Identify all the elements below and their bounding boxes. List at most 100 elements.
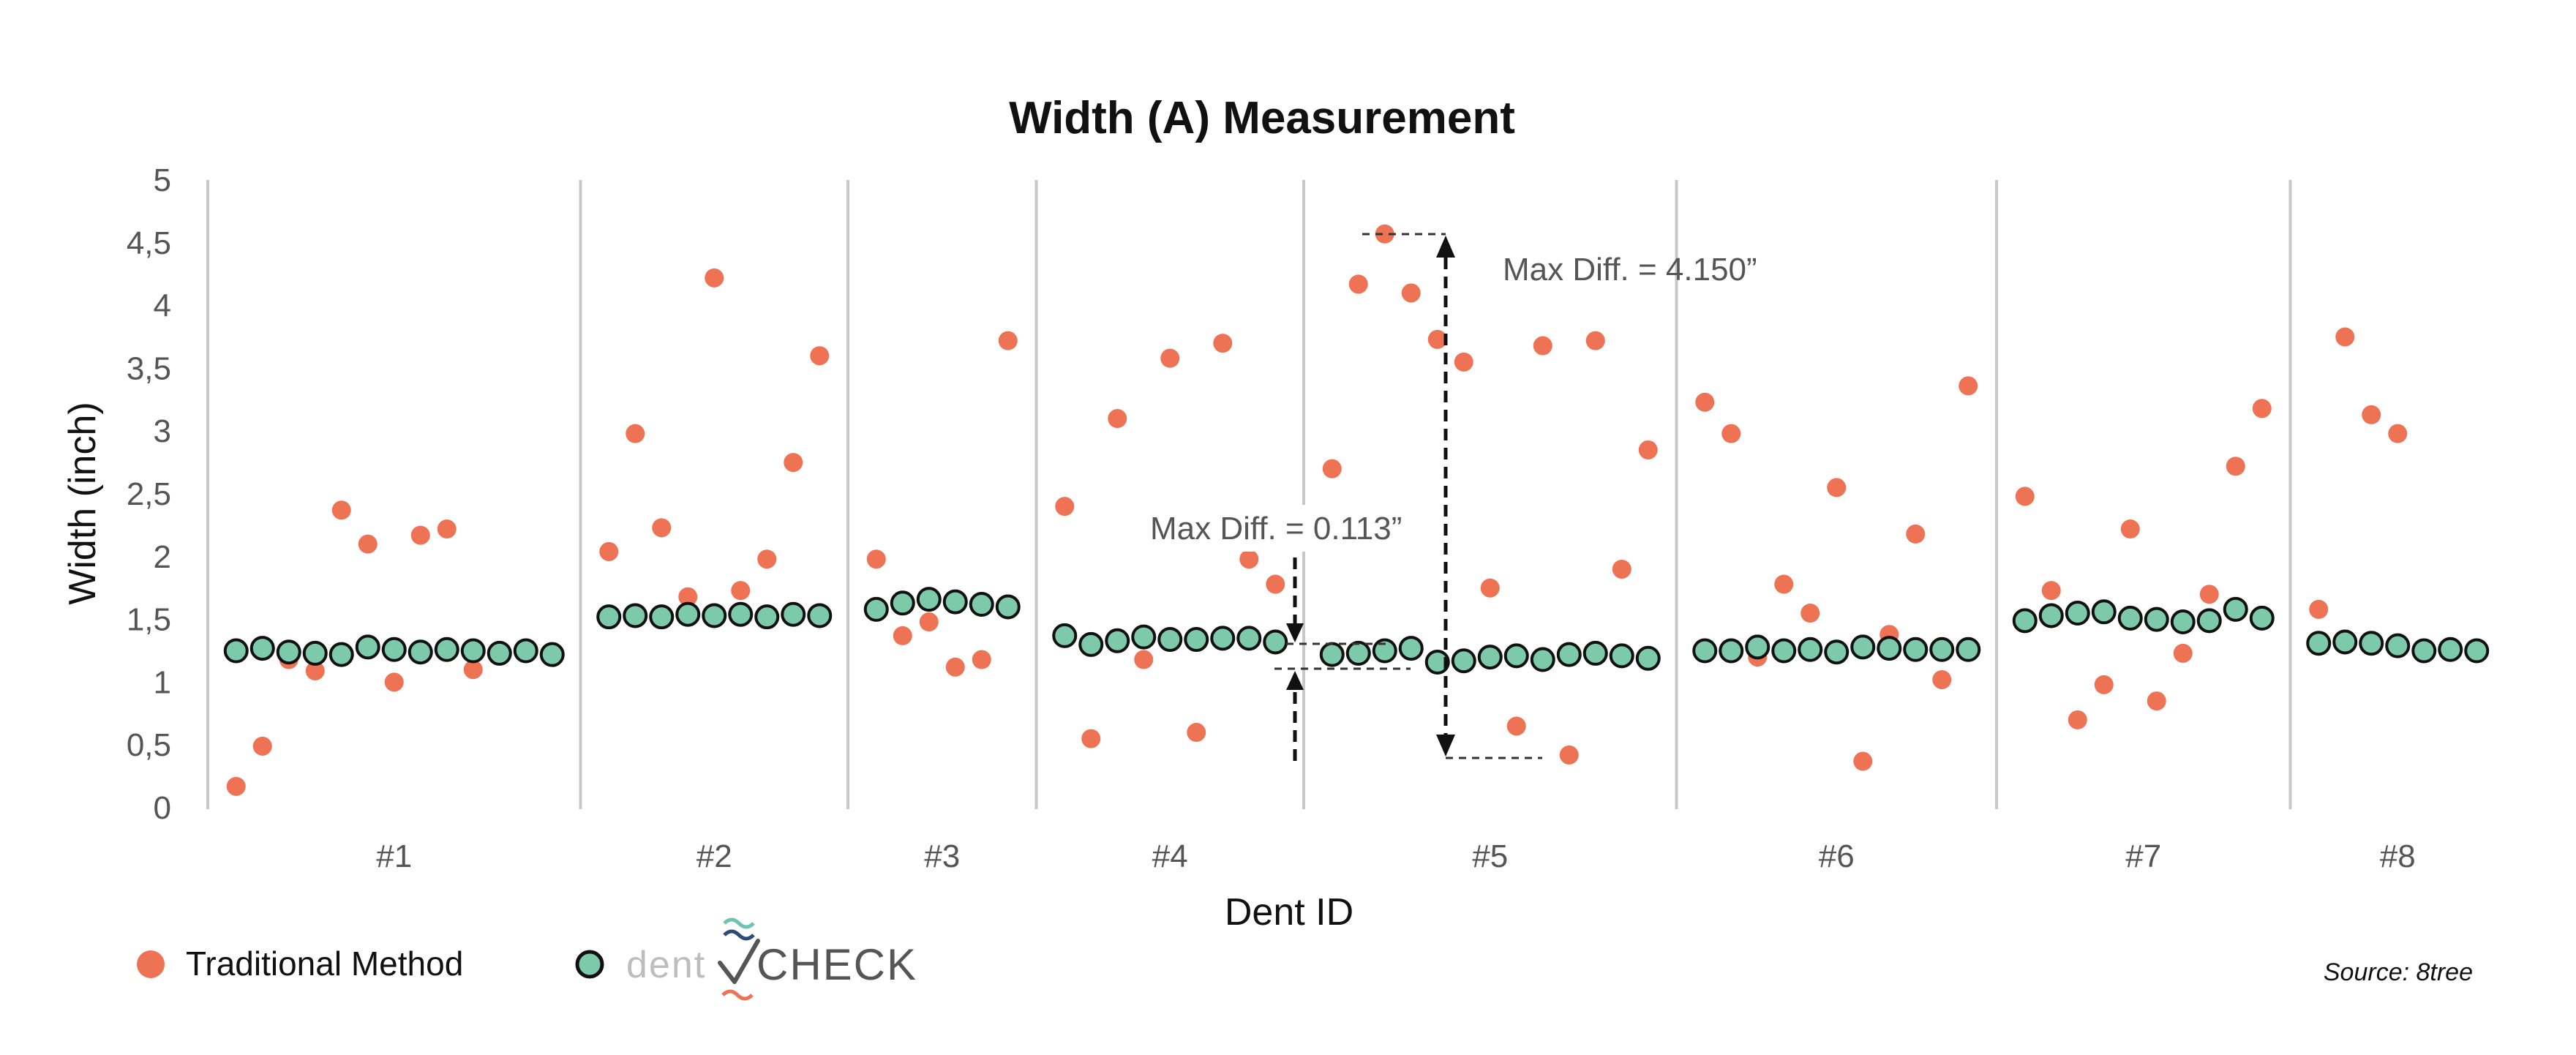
traditional-point: [1800, 604, 1820, 623]
traditional-point: [1213, 334, 1233, 353]
annotation-dent4-label: Max Diff. = 0.113”: [1150, 511, 1402, 547]
dentcheck-point: [1157, 627, 1183, 653]
dentcheck-point: [2464, 638, 2490, 664]
traditional-point: [599, 541, 619, 561]
dentcheck-point: [2196, 608, 2222, 634]
legend-traditional-label: Traditional Method: [186, 945, 463, 983]
traditional-point: [1266, 574, 1285, 594]
dentcheck-point: [623, 603, 648, 628]
dentcheck-point: [2306, 631, 2332, 656]
annotation-dent4-arrowhead-down: [1286, 623, 1304, 642]
traditional-point: [331, 500, 351, 520]
traditional-point: [1427, 329, 1447, 349]
traditional-point: [1853, 751, 1873, 771]
dentcheck-point: [2091, 599, 2117, 625]
traditional-point: [1585, 331, 1605, 350]
traditional-point: [2120, 519, 2140, 539]
x-axis-label: Dent ID: [1225, 891, 1353, 934]
dentcheck-point: [2012, 608, 2038, 634]
dentcheck-point: [223, 638, 249, 664]
annotation-dent4-bg: [1143, 505, 1444, 552]
traditional-point: [2335, 327, 2355, 347]
y-tick-label: 0,5: [127, 727, 171, 763]
dentcheck-point: [1345, 640, 1371, 666]
y-tick-label: 1,5: [127, 602, 171, 638]
dentcheck-point: [1824, 639, 1850, 665]
dentcheck-point: [1850, 634, 1876, 660]
traditional-point: [2094, 675, 2114, 694]
traditional-point: [998, 331, 1018, 350]
y-tick-label: 2,5: [127, 476, 171, 512]
traditional-point: [1239, 549, 1259, 569]
traditional-point: [652, 518, 672, 538]
annotation-dent5-arrowhead-up: [1436, 236, 1455, 258]
dentcheck-point: [1609, 643, 1634, 669]
annotation-dent4-arrowhead-up: [1286, 671, 1304, 690]
dentcheck-point: [487, 640, 512, 666]
traditional-point: [626, 424, 645, 443]
traditional-point: [1187, 723, 1206, 743]
category-separators: [206, 180, 2292, 809]
annotation-dent4: Max Diff. = 0.113”: [1143, 505, 1444, 761]
logo-checkmark-icon: [718, 939, 760, 984]
dentcheck-point: [1105, 628, 1130, 653]
logo-check-word: CHECK: [756, 940, 917, 989]
traditional-point: [2362, 405, 2381, 424]
dentcheck-point: [2411, 638, 2437, 664]
dentcheck-point: [513, 638, 538, 664]
dentcheck-point: [1131, 624, 1157, 650]
traditional-point: [972, 650, 991, 669]
x-category-label: #1: [376, 838, 412, 874]
traditional-point: [1081, 729, 1101, 748]
y-tick-label: 3: [154, 413, 171, 449]
dentcheck-point: [890, 590, 915, 616]
legend-dentcheck-marker: [575, 950, 604, 979]
traditional-point: [757, 549, 777, 569]
dentcheck-point: [328, 642, 354, 667]
dentcheck-point: [2223, 596, 2248, 622]
dentcheck-point: [1372, 638, 1397, 664]
x-category-label: #8: [2380, 838, 2416, 874]
dentcheck-point: [863, 596, 889, 622]
traditional-point: [731, 581, 751, 601]
traditional-point: [1533, 336, 1552, 356]
dentcheck-point: [2038, 603, 2064, 628]
traditional-point: [2199, 585, 2219, 604]
traditional-point: [919, 612, 939, 632]
annotations: Max Diff. = 0.113” Max Diff. = 4.150”: [1143, 233, 1757, 761]
legend: Traditional Method dent CHECK: [137, 917, 917, 1001]
dentcheck-point: [2065, 601, 2090, 626]
traditional-point: [226, 776, 246, 796]
dentcheck-point: [596, 604, 622, 630]
dentcheck-point: [1451, 648, 1476, 674]
chart-title: Width (A) Measurement: [1009, 93, 1515, 143]
dentcheck-point: [916, 587, 942, 612]
traditional-point: [1480, 578, 1500, 598]
traditional-point: [2309, 599, 2329, 619]
dentcheck-point: [381, 637, 407, 662]
traditional-point: [2226, 457, 2245, 476]
x-category-label: #4: [1152, 838, 1188, 874]
dentcheck-point: [1078, 631, 1104, 657]
dentcheck-point: [1771, 638, 1797, 664]
dentcheck-point: [995, 594, 1021, 620]
traditional-point: [252, 736, 272, 756]
y-tick-label: 1: [154, 664, 171, 700]
traditional-point: [1375, 224, 1394, 244]
traditional-point: [1055, 497, 1075, 517]
traditional-point: [1906, 524, 1926, 544]
dentcheck-point: [675, 601, 701, 627]
traditional-point: [410, 525, 430, 545]
dentcheck-point: [754, 604, 780, 630]
traditional-point: [1695, 392, 1715, 412]
x-category-label: #2: [696, 838, 732, 874]
traditional-point: [1134, 650, 1154, 669]
dentcheck-point: [460, 638, 486, 664]
y-tick-label: 4,5: [127, 225, 171, 261]
dentcheck-point: [1263, 629, 1288, 655]
dentcheck-point: [1210, 626, 1236, 651]
traditional-point: [2015, 487, 2035, 506]
logo-dent-word: dent: [626, 944, 706, 986]
dentcheck-point: [302, 640, 328, 666]
